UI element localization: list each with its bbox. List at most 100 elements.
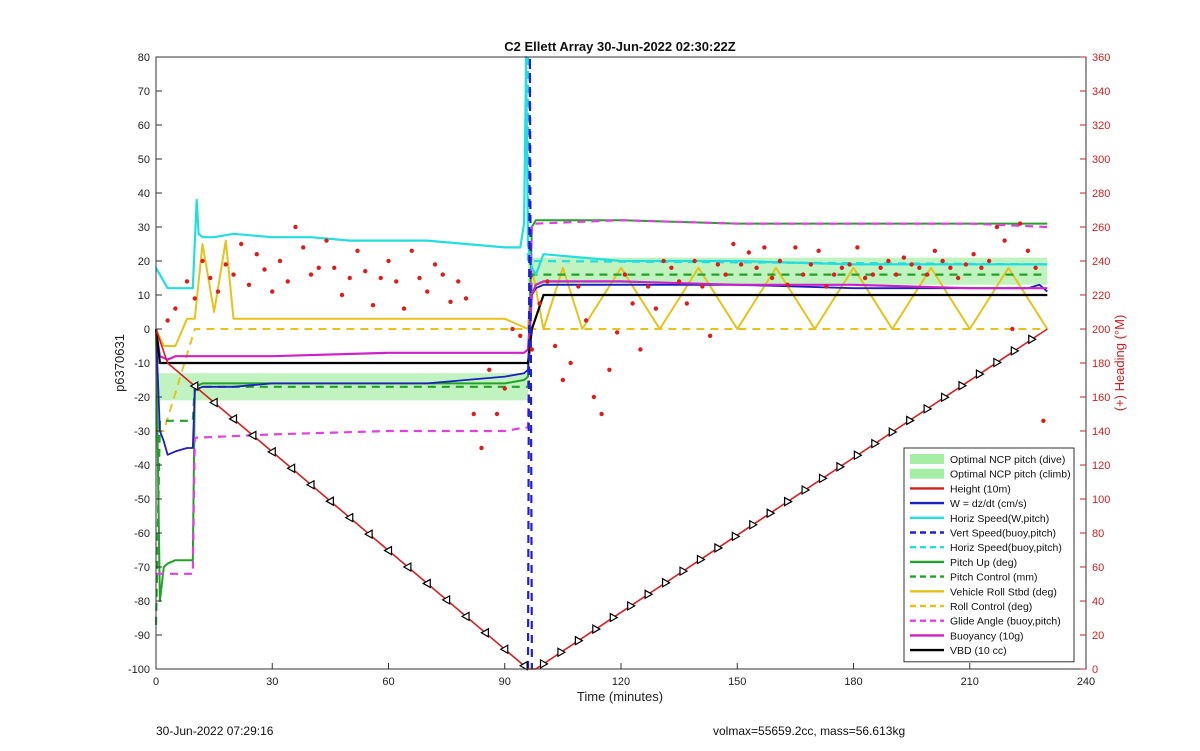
height-marker	[518, 660, 528, 671]
legend-label: Pitch Control (mm)	[950, 572, 1038, 584]
heading-dot	[917, 265, 922, 270]
right-tick-label: 100	[1092, 494, 1110, 506]
height-marker	[286, 463, 296, 474]
y-tick-label: 10	[138, 290, 150, 302]
legend-label: Pitch Up (deg)	[950, 557, 1017, 569]
x-axis-title: Time (minutes)	[577, 689, 663, 704]
heading-dot	[223, 262, 228, 267]
heading-dot	[785, 282, 790, 287]
right-tick-label: 300	[1092, 154, 1110, 166]
heading-dot	[738, 262, 744, 267]
right-tick-label: 260	[1092, 222, 1110, 234]
height-marker	[247, 430, 257, 441]
right-tick-label: 20	[1092, 630, 1104, 642]
heading-dot	[948, 265, 953, 270]
height-marker	[696, 554, 706, 565]
height-marker	[499, 644, 509, 655]
heading-dot	[448, 299, 453, 304]
x-tick-label: 90	[499, 676, 511, 688]
right-tick-label: 120	[1092, 460, 1110, 472]
heading-dot	[502, 386, 507, 391]
heading-dot	[432, 262, 438, 267]
heading-dot	[552, 343, 558, 349]
legend-label: Roll Control (deg)	[950, 601, 1032, 613]
y-tick-label: -60	[134, 528, 150, 540]
y-tick-label: 50	[138, 154, 150, 166]
heading-dot	[622, 272, 628, 277]
heading-dot	[231, 272, 236, 277]
height-marker	[402, 561, 412, 573]
height-marker	[480, 627, 489, 638]
y-tick-label: -100	[128, 664, 150, 676]
heading-dot	[370, 303, 376, 308]
heading-dot	[409, 248, 414, 253]
x-tick-label: 180	[844, 676, 862, 688]
heading-dot	[986, 258, 992, 264]
heading-dot	[614, 330, 620, 335]
footer-timestamp: 30-Jun-2022 07:29:16	[156, 724, 274, 738]
height-marker	[208, 397, 218, 408]
y-tick-label: -50	[134, 494, 150, 506]
heading-dot	[518, 333, 523, 338]
heading-dot	[239, 241, 244, 247]
heading-dot	[324, 238, 329, 243]
x-tick-label: 0	[153, 676, 159, 688]
heading-dot	[568, 360, 573, 366]
heading-dot	[769, 275, 775, 281]
ncp-bands	[156, 257, 1048, 401]
heading-dot	[208, 275, 213, 281]
height-marker	[958, 380, 968, 391]
height-marker	[422, 578, 431, 589]
height-marker	[871, 438, 881, 449]
height-marker	[460, 611, 470, 622]
y-tick-label: -40	[134, 460, 150, 472]
legend-swatch	[910, 454, 944, 464]
heading-dot	[440, 272, 445, 277]
heading-dot	[824, 284, 829, 289]
y-axis-title: p6370631	[112, 334, 127, 392]
right-tick-label: 180	[1092, 358, 1110, 370]
heading-dot	[215, 289, 221, 294]
height-marker	[644, 589, 654, 600]
heading-dot	[355, 248, 360, 253]
heading-dot	[1033, 265, 1038, 270]
heading-dot	[285, 279, 290, 284]
height-marker	[661, 577, 671, 588]
right-axis-ticks: 0 20 40 60 80 100 120 140 160 180 200 220 240 260 280 3…	[1080, 52, 1110, 676]
height-marker	[189, 380, 199, 392]
x-tick-label: 240	[1077, 676, 1095, 688]
right-tick-label: 220	[1092, 290, 1110, 302]
heading-dot	[971, 252, 976, 257]
y-tick-label: -80	[134, 596, 150, 608]
height-marker	[363, 529, 373, 540]
legend-label: Height (10m)	[950, 483, 1011, 495]
heading-dot	[715, 262, 721, 267]
height-marker	[993, 357, 1003, 368]
y-tick-label: 60	[138, 120, 150, 132]
legend-label: Horiz Speed(W,pitch)	[950, 513, 1049, 525]
heading-dot	[847, 262, 852, 267]
heading-dot	[165, 318, 170, 323]
heading-dot	[200, 258, 205, 264]
heading-dot	[994, 224, 1000, 230]
heading-dot	[1025, 248, 1031, 253]
y-tick-label: -10	[134, 358, 150, 370]
heading-dot	[901, 255, 907, 260]
heading-dot	[599, 411, 604, 417]
heading-dot	[855, 245, 860, 250]
heading-dot	[425, 289, 430, 294]
y-tick-label: 0	[144, 324, 150, 336]
y-tick-label: 20	[138, 256, 150, 268]
heading-dot	[1041, 418, 1046, 423]
heading-dot	[479, 445, 484, 451]
heading-dot	[808, 262, 814, 267]
heading-dot	[591, 394, 597, 400]
series-w-dz-dt-cm-s	[155, 283, 1048, 456]
height-marker	[923, 403, 933, 414]
heading-dot	[793, 245, 798, 250]
heading-dot	[401, 306, 407, 311]
heading-dot	[777, 258, 783, 264]
y-tick-label: 70	[138, 86, 150, 98]
heading-dot	[463, 296, 469, 301]
x-tick-label: 30	[266, 676, 278, 688]
